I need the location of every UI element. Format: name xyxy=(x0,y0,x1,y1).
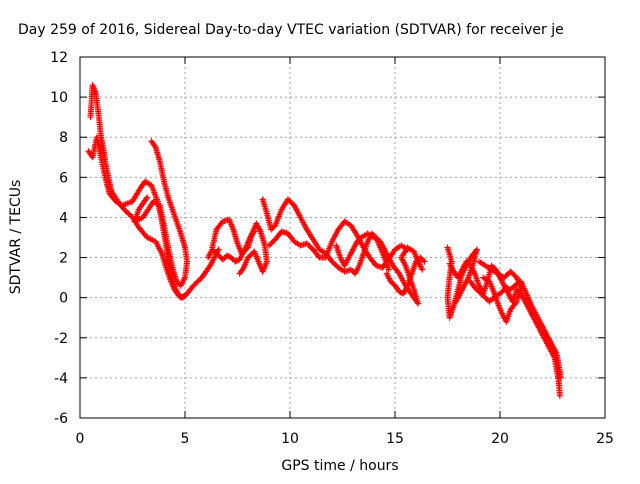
x-tick-label: 25 xyxy=(596,431,614,447)
data-point xyxy=(385,266,392,273)
data-point xyxy=(421,258,428,265)
x-tick-label: 10 xyxy=(281,431,299,447)
y-tick-label: 10 xyxy=(50,90,68,106)
x-tick-label: 5 xyxy=(181,431,190,447)
data-point xyxy=(557,374,564,381)
x-tick-label: 15 xyxy=(386,431,404,447)
data-point xyxy=(556,392,563,399)
series-trace-l xyxy=(467,278,564,381)
data-point xyxy=(480,274,487,281)
y-tick-label: -4 xyxy=(54,371,68,387)
series-trace-e xyxy=(205,228,258,265)
data-point xyxy=(508,285,515,292)
y-tick-label: 6 xyxy=(59,170,68,186)
data-point xyxy=(251,228,258,235)
y-tick-label: 4 xyxy=(59,210,68,226)
x-axis-label: GPS time / hours xyxy=(281,458,398,474)
series-trace-g xyxy=(266,218,411,271)
axis-ticks: 0 5 10 15 20 25 -6 -4 -2 0 2 4 6 8 10 12 xyxy=(50,50,614,447)
data-point xyxy=(236,270,243,277)
data-point xyxy=(215,246,222,253)
series-trace-j xyxy=(444,244,480,321)
data-points xyxy=(85,82,564,399)
y-tick-label: 2 xyxy=(59,251,68,267)
series-trace-d xyxy=(209,216,270,277)
y-axis-label: SDTVAR / TECUs xyxy=(8,180,24,295)
plot-frame xyxy=(79,56,606,419)
series-trace-c xyxy=(131,138,191,289)
data-point xyxy=(144,194,151,201)
series-trace-m xyxy=(476,258,524,325)
y-tick-label: -2 xyxy=(54,331,68,347)
series-trace-i xyxy=(383,254,428,297)
x-tick-label: 20 xyxy=(491,431,509,447)
data-point xyxy=(182,292,188,299)
data-point xyxy=(395,269,402,276)
data-point xyxy=(315,253,322,260)
grid xyxy=(80,57,605,418)
y-tick-label: 12 xyxy=(50,50,68,66)
data-point xyxy=(452,298,459,305)
y-tick-label: 0 xyxy=(59,291,68,307)
data-point xyxy=(419,266,426,273)
x-tick-label: 0 xyxy=(76,431,85,447)
data-point xyxy=(508,305,515,312)
chart-title: Day 259 of 2016, Sidereal Day-to-day VTE… xyxy=(18,22,564,38)
y-tick-label: -6 xyxy=(54,411,68,427)
y-tick-label: 8 xyxy=(59,130,68,146)
